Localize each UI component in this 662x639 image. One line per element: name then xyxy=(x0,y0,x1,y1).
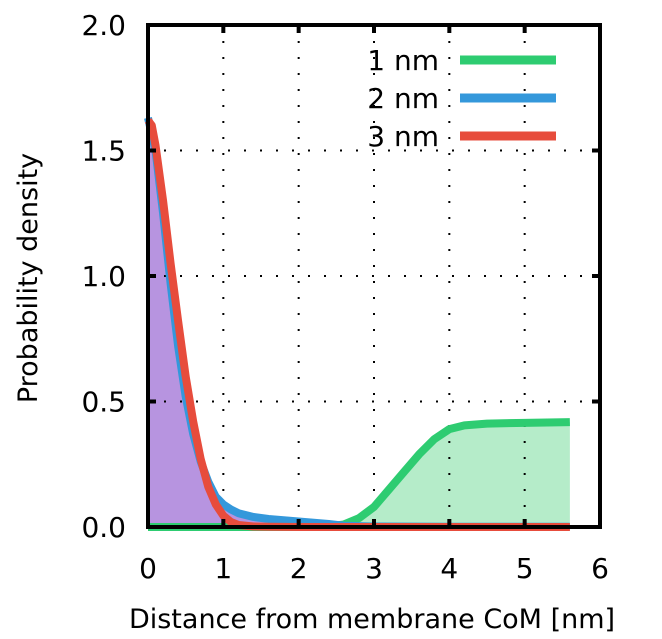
x-axis-label: Distance from membrane CoM [nm] xyxy=(129,604,615,635)
x-tick-label: 5 xyxy=(516,552,534,585)
series-fill-1 xyxy=(148,422,570,527)
y-tick-label: 0.5 xyxy=(81,386,126,419)
y-tick-label: 2.0 xyxy=(81,9,126,42)
legend: 1 nm 2 nm 3 nm xyxy=(367,44,556,153)
y-tick-label: 1.0 xyxy=(81,260,126,293)
series-fill-2 xyxy=(148,117,570,528)
y-tick-label: 0.0 xyxy=(81,511,126,544)
y-tick-labels: 0.0 0.5 1.0 1.5 2.0 xyxy=(81,9,126,544)
x-tick-labels: 0 1 2 3 4 5 6 xyxy=(139,552,609,585)
x-tick-label: 0 xyxy=(139,552,157,585)
x-tick-label: 3 xyxy=(365,552,383,585)
x-tick-label: 6 xyxy=(591,552,609,585)
x-tick-label: 4 xyxy=(440,552,458,585)
grid-lines xyxy=(148,25,600,527)
legend-label: 3 nm xyxy=(367,120,439,153)
y-tick-label: 1.5 xyxy=(81,135,126,168)
axis-ticks xyxy=(146,23,602,529)
x-tick-label: 1 xyxy=(214,552,232,585)
y-axis-label: Probability density xyxy=(13,153,44,403)
area-fills xyxy=(148,117,570,528)
x-tick-label: 2 xyxy=(290,552,308,585)
legend-label: 2 nm xyxy=(367,82,439,115)
legend-label: 1 nm xyxy=(367,44,439,77)
